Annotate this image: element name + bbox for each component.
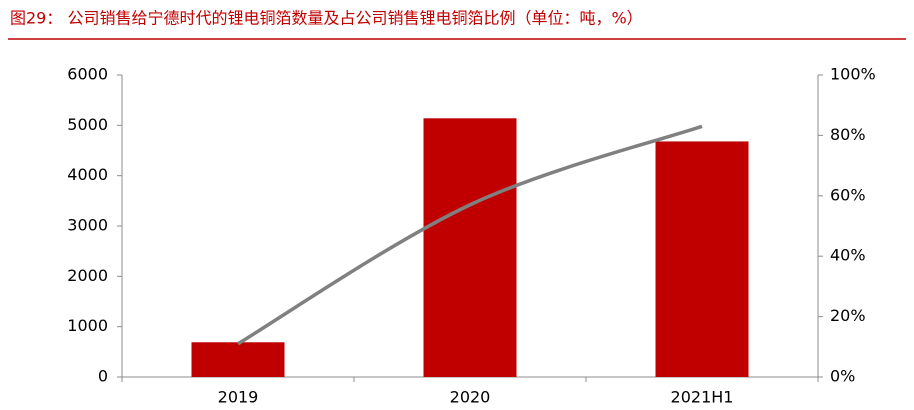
bar xyxy=(191,342,285,377)
y2-tick-label: 20% xyxy=(830,306,866,325)
y-tick-label: 0 xyxy=(98,367,108,386)
y2-tick-label: 60% xyxy=(830,185,866,204)
line xyxy=(237,124,703,346)
bar xyxy=(655,141,749,377)
x-tick-label: 2020 xyxy=(450,388,491,407)
chart-title: 图29： 公司销售给宁德时代的锂电铜箔数量及占公司销售锂电铜箔比例（单位：吨，%… xyxy=(10,9,643,28)
y2-tick-label: 40% xyxy=(830,246,866,265)
y-tick-label: 1000 xyxy=(67,316,108,335)
x-tick-label: 2019 xyxy=(218,388,259,407)
bar xyxy=(423,118,517,377)
y-tick-label: 6000 xyxy=(67,65,108,84)
y-tick-label: 5000 xyxy=(67,115,108,134)
y-tick-label: 3000 xyxy=(67,216,108,235)
y2-tick-label: 80% xyxy=(830,125,866,144)
x-tick-label: 2021H1 xyxy=(671,388,734,407)
y-tick-label: 2000 xyxy=(67,266,108,285)
y2-tick-label: 100% xyxy=(830,65,876,84)
y2-tick-label: 0% xyxy=(830,367,855,386)
y-tick-label: 4000 xyxy=(67,165,108,184)
